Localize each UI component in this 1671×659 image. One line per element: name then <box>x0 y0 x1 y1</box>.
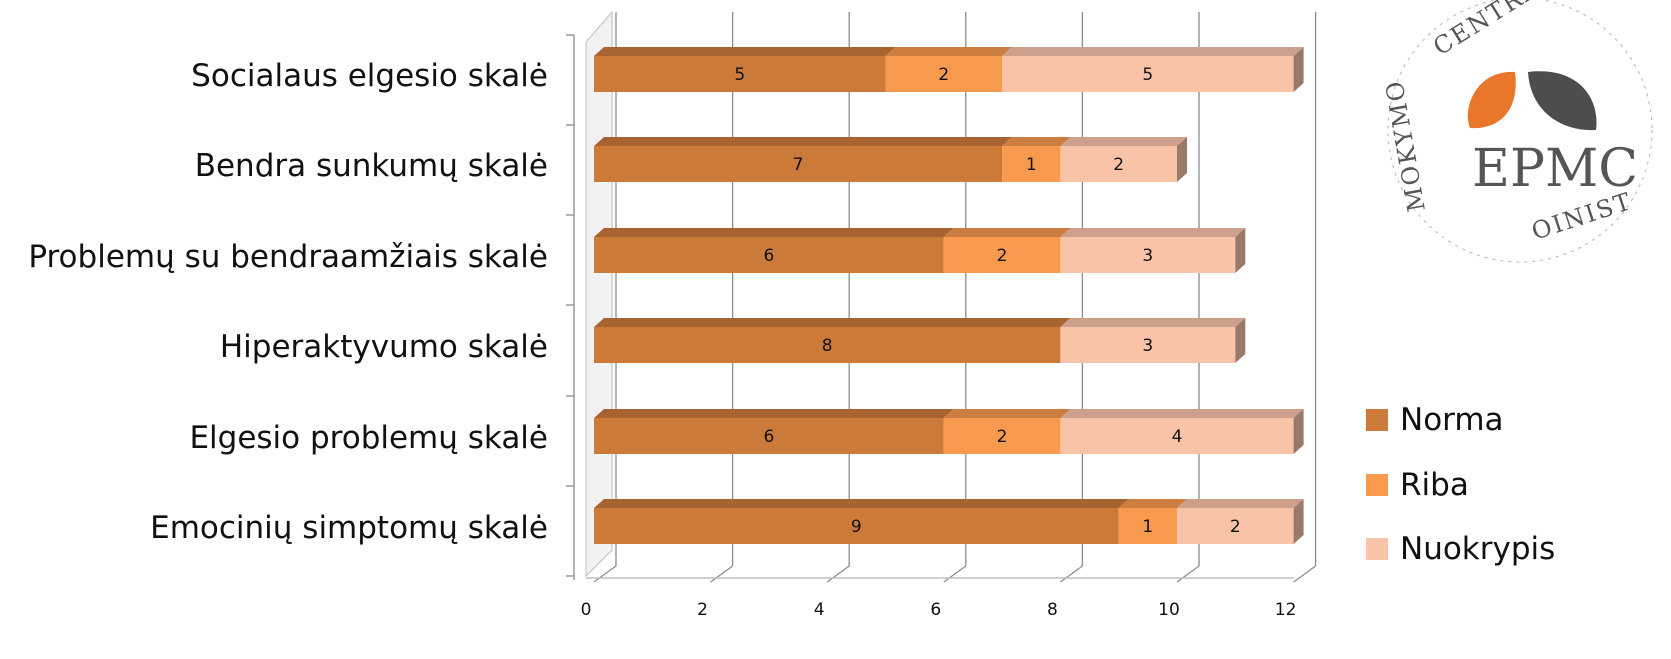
data-label: 5 <box>1142 65 1153 85</box>
bar-segment-top <box>1060 228 1246 237</box>
bar-segment <box>594 56 886 92</box>
epmc-logo: EPMC CENTRAS MOKYMO OINIST <box>1380 0 1653 263</box>
category-label: Emocinių simptomų skalė <box>150 510 548 546</box>
x-tick-label: 6 <box>930 600 941 620</box>
legend: Norma Riba Nuokrypis <box>1366 402 1555 567</box>
legend-label: Nuokrypis <box>1400 531 1555 567</box>
bar-segment-top <box>1060 318 1246 327</box>
data-label: 2 <box>997 427 1008 447</box>
data-label: 9 <box>851 517 862 537</box>
legend-swatch <box>1366 474 1388 496</box>
bar-segment-top <box>1060 409 1304 418</box>
bar-segment <box>1060 237 1236 273</box>
bar-segment <box>1002 146 1061 182</box>
gridlines <box>585 10 1317 578</box>
legend-label: Riba <box>1400 467 1469 503</box>
legend-swatch <box>1366 538 1388 560</box>
bar-segment-top <box>1060 137 1187 146</box>
bar-segment-top <box>1177 499 1304 508</box>
bar-segment <box>1060 418 1294 454</box>
floor-gridline <box>1293 565 1316 583</box>
floor-gridline <box>826 565 850 583</box>
bar-segment-top <box>1118 499 1187 508</box>
bar-segment-top <box>594 499 1129 508</box>
category-label: Elgesio problemų skalė <box>189 420 548 456</box>
data-label: 2 <box>1230 517 1241 537</box>
bar-segment-top <box>594 318 1071 327</box>
bar-side <box>1293 499 1304 544</box>
x-tick-label: 10 <box>1158 600 1180 620</box>
bar-segment <box>1177 508 1294 544</box>
data-label: 1 <box>1026 155 1037 175</box>
bar-segment <box>594 418 944 454</box>
floor-gridline <box>1060 565 1083 583</box>
category-label: Hiperaktyvumo skalė <box>220 329 548 365</box>
logo-ring-text-top: CENTRAS <box>1428 0 1560 61</box>
data-label: 7 <box>793 155 804 175</box>
floor-gridline <box>710 565 733 583</box>
legend-label: Norma <box>1400 402 1504 438</box>
data-label: 2 <box>938 65 949 85</box>
data-label: 8 <box>822 336 833 356</box>
bar-segment <box>594 327 1061 363</box>
data-label: 3 <box>1142 336 1153 356</box>
logo-text: EPMC <box>1472 139 1638 199</box>
data-label: 2 <box>1113 155 1124 175</box>
floor-gridline <box>1176 565 1200 583</box>
bar-segment <box>1060 146 1177 182</box>
x-tick-label: 4 <box>814 600 825 620</box>
bar-segment-top <box>1002 137 1071 146</box>
bar-segment <box>594 146 1003 182</box>
legend-swatch <box>1366 409 1388 431</box>
bar-segment-top <box>943 409 1071 418</box>
bar-segment <box>885 56 1003 92</box>
bars: 5 2 5 7 1 2 6 2 3 8 3 6 2 4 9 1 2 <box>594 47 1304 544</box>
data-label: 6 <box>763 427 774 447</box>
x-tick-label: 12 <box>1275 600 1297 620</box>
bar-side <box>1293 409 1304 454</box>
bar-segment <box>1118 508 1177 544</box>
bar-side <box>1293 47 1304 92</box>
x-tick-label: 0 <box>581 600 592 620</box>
bar-segment <box>1002 56 1294 92</box>
bar-segment-top <box>885 47 1013 56</box>
bar-segment-top <box>594 228 954 237</box>
category-label: Socialaus elgesio skalė <box>191 58 548 94</box>
bar-segment <box>943 418 1061 454</box>
bar-segment <box>943 237 1061 273</box>
data-label: 1 <box>1142 517 1153 537</box>
category-labels: Socialaus elgesio skalė Bendra sunkumų sk… <box>28 58 548 546</box>
left-wall <box>585 10 613 578</box>
data-label: 6 <box>763 246 774 266</box>
data-label: 5 <box>734 65 745 85</box>
chart-floor <box>593 565 1316 583</box>
chart-axes <box>566 34 1294 580</box>
category-label: Problemų su bendraamžiais skalė <box>28 239 548 275</box>
bar-segment-top <box>594 409 954 418</box>
x-tick-labels: 0 2 4 6 8 10 12 <box>581 600 1297 620</box>
x-tick-label: 2 <box>697 600 708 620</box>
floor-gridline <box>593 565 617 583</box>
logo-leaf-dark-icon <box>1528 71 1597 131</box>
bar-side <box>1235 228 1246 273</box>
bar-segment-top <box>594 137 1013 146</box>
data-label: 2 <box>997 246 1008 266</box>
bar-segment-top <box>594 47 896 56</box>
data-label: 3 <box>1142 246 1153 266</box>
data-label: 4 <box>1172 427 1183 447</box>
x-tick-label: 8 <box>1047 600 1058 620</box>
bar-segment <box>1060 327 1236 363</box>
bar-segment <box>594 237 944 273</box>
logo-leaf-orange-icon <box>1467 71 1516 129</box>
category-label: Bendra sunkumų skalė <box>195 148 548 184</box>
bar-segment-top <box>943 228 1071 237</box>
bar-side <box>1235 318 1246 363</box>
floor-gridline <box>943 565 967 583</box>
bar-segment-top <box>1002 47 1304 56</box>
logo-ring-text-left: MOKYMO <box>1380 77 1431 213</box>
bar-side <box>1177 137 1187 182</box>
bar-segment <box>594 508 1119 544</box>
